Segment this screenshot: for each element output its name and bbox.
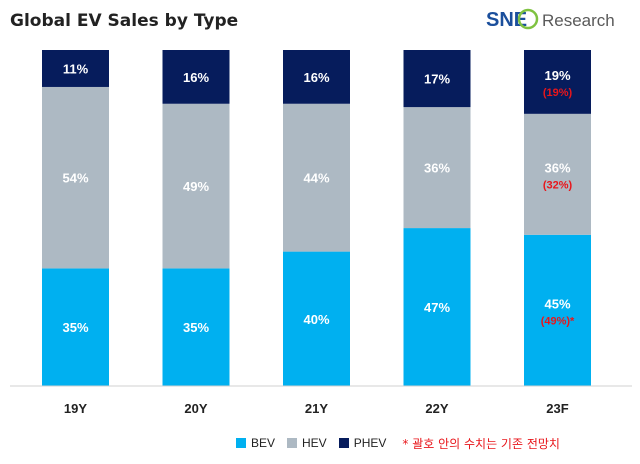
bar-bev-20y	[162, 268, 230, 386]
data-label-hev-19y: 54%	[62, 171, 88, 186]
bars-group: 35% 54% 11% 35% 49% 16% 40% 44% 16% 47% 36% 17% 45% (…	[42, 50, 591, 386]
x-tick-label-20y: 20Y	[184, 401, 207, 416]
bar-hev-22y	[403, 107, 471, 229]
data-label-phev-23f: 19%	[544, 68, 570, 83]
logo-swirl-icon	[517, 8, 539, 30]
data-label-bev-19y: 35%	[62, 320, 88, 335]
data-label-hev-23f: 36%	[544, 160, 570, 175]
logo-brand: SNE	[486, 9, 527, 31]
bar-phev-22y	[403, 50, 471, 108]
logo-suffix: Research	[542, 11, 615, 30]
bar-hev-23f	[524, 113, 591, 235]
legend-swatch-phev	[338, 438, 349, 448]
legend-item-phev: PHEV	[338, 436, 387, 450]
annotation-bev-23f: (49%)*	[541, 315, 575, 327]
data-label-bev-21y: 40%	[303, 312, 329, 327]
data-label-hev-21y: 44%	[303, 171, 329, 186]
sne-research-logo: SNE Research	[486, 8, 615, 31]
x-tick-label-22y: 22Y	[425, 401, 448, 416]
bar-phev-21y	[283, 50, 350, 104]
bar-bev-19y	[42, 268, 109, 386]
x-tick-labels: 19Y 20Y 21Y 22Y 23F	[64, 401, 569, 416]
data-label-bev-22y: 47%	[424, 300, 450, 315]
legend-swatch-bev	[236, 438, 246, 448]
legend-swatch-hev	[287, 438, 298, 448]
bar-hev-20y	[162, 103, 230, 269]
bar-bev-23f	[524, 234, 591, 386]
annotation-phev-23f: (19%)	[543, 87, 573, 99]
bar-phev-23f	[524, 50, 591, 114]
legend: BEV HEV PHEV * 괄호 안의 수치는 기존 전망치	[236, 433, 560, 453]
data-label-bev-23f: 45%	[544, 296, 570, 311]
data-label-bev-20y: 35%	[183, 320, 209, 335]
legend-note: * 괄호 안의 수치는 기존 전망치	[402, 436, 560, 451]
legend-item-bev: BEV	[236, 436, 275, 450]
legend-label-phev: PHEV	[353, 436, 387, 450]
data-label-hev-20y: 49%	[183, 179, 209, 194]
data-label-phev-21y: 16%	[303, 70, 329, 85]
annotation-hev-23f: (32%)	[543, 179, 573, 191]
data-label-hev-22y: 36%	[424, 161, 450, 176]
data-label-phev-22y: 17%	[424, 72, 450, 87]
bar-phev-19y	[42, 50, 109, 87]
data-label-phev-19y: 11%	[63, 61, 89, 76]
bar-bev-22y	[403, 228, 471, 386]
x-tick-label-19y: 19Y	[64, 401, 87, 416]
data-label-phev-20y: 16%	[183, 70, 209, 85]
legend-item-hev: HEV	[287, 436, 327, 450]
legend-label-hev: HEV	[302, 436, 327, 450]
bar-bev-21y	[283, 251, 350, 386]
chart-title: Global EV Sales by Type	[10, 11, 239, 31]
x-tick-label-21y: 21Y	[305, 401, 328, 416]
bar-hev-19y	[42, 86, 109, 269]
bar-hev-21y	[283, 103, 350, 252]
legend-label-bev: BEV	[251, 436, 276, 450]
bar-phev-20y	[162, 50, 230, 104]
x-tick-label-23f: 23F	[546, 401, 568, 416]
